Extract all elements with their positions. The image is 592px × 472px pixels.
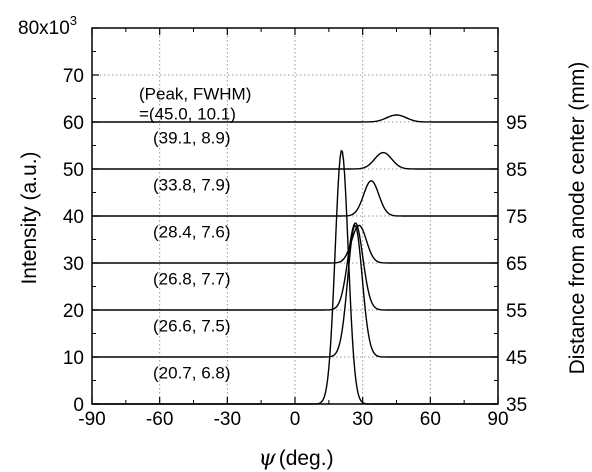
annotation-label: (33.8, 7.9): [153, 175, 231, 194]
y2-tick-label: 95: [506, 113, 527, 134]
series-line-75: [92, 180, 498, 217]
annotation-label: =(45.0, 10.1): [139, 105, 236, 124]
y-axis-title: Intensity (a.u.): [18, 151, 41, 284]
ticks: [91, 27, 499, 405]
x-tick-label: 30: [352, 409, 373, 430]
y2-tick-label: 85: [506, 160, 527, 181]
x-tick-label: -90: [78, 409, 105, 430]
y-tick-label: 30: [63, 254, 84, 275]
x-tick-label: 0: [290, 409, 301, 430]
y-tick-label: 50: [63, 160, 84, 181]
y-tick-label: 0: [73, 395, 84, 416]
y-tick-label: 40: [63, 207, 84, 228]
annotation-label: (20.7, 6.8): [153, 363, 231, 382]
x-tick-label: -30: [214, 409, 241, 430]
y2-tick-label: 75: [506, 207, 527, 228]
annotation-label: (26.6, 7.5): [153, 316, 231, 335]
tick-labels: -90 -60 -30 0 30 60 90 0 10 20 30 40 50 60 70 35 45 55 65 7…: [63, 66, 527, 430]
y-multiplier-label: 80x103: [18, 13, 77, 39]
y2-tick-label: 45: [506, 348, 527, 369]
y2-tick-label: 65: [506, 254, 527, 275]
x-tick-label: 60: [420, 409, 441, 430]
y2-tick-label: 55: [506, 301, 527, 322]
series-line-85: [92, 151, 498, 170]
annotation-label: (39.1, 8.9): [153, 128, 231, 147]
y-tick-label: 60: [63, 113, 84, 134]
annotation-header: (Peak, FWHM): [139, 85, 251, 104]
x-tick-label: 90: [487, 409, 508, 430]
y-tick-label: 70: [63, 66, 84, 87]
annotation-label: (28.4, 7.6): [153, 222, 231, 241]
series-line-55: [92, 222, 498, 311]
annotations: (Peak, FWHM) (20.7, 6.8) (26.6, 7.5) (26.8,…: [139, 85, 251, 383]
y2-tick-label: 35: [506, 395, 527, 416]
x-axis-title: ψ (deg.): [258, 446, 333, 471]
series-line-95: [92, 114, 498, 123]
annotation-label: (26.8, 7.7): [153, 269, 231, 288]
series-line-65: [92, 224, 498, 264]
y2-axis-title: Distance from anode center (mm): [566, 62, 589, 375]
x-tick-label: -60: [146, 409, 173, 430]
y-tick-label: 20: [63, 301, 84, 322]
y-tick-label: 10: [63, 348, 84, 369]
series-line-45: [92, 224, 498, 358]
